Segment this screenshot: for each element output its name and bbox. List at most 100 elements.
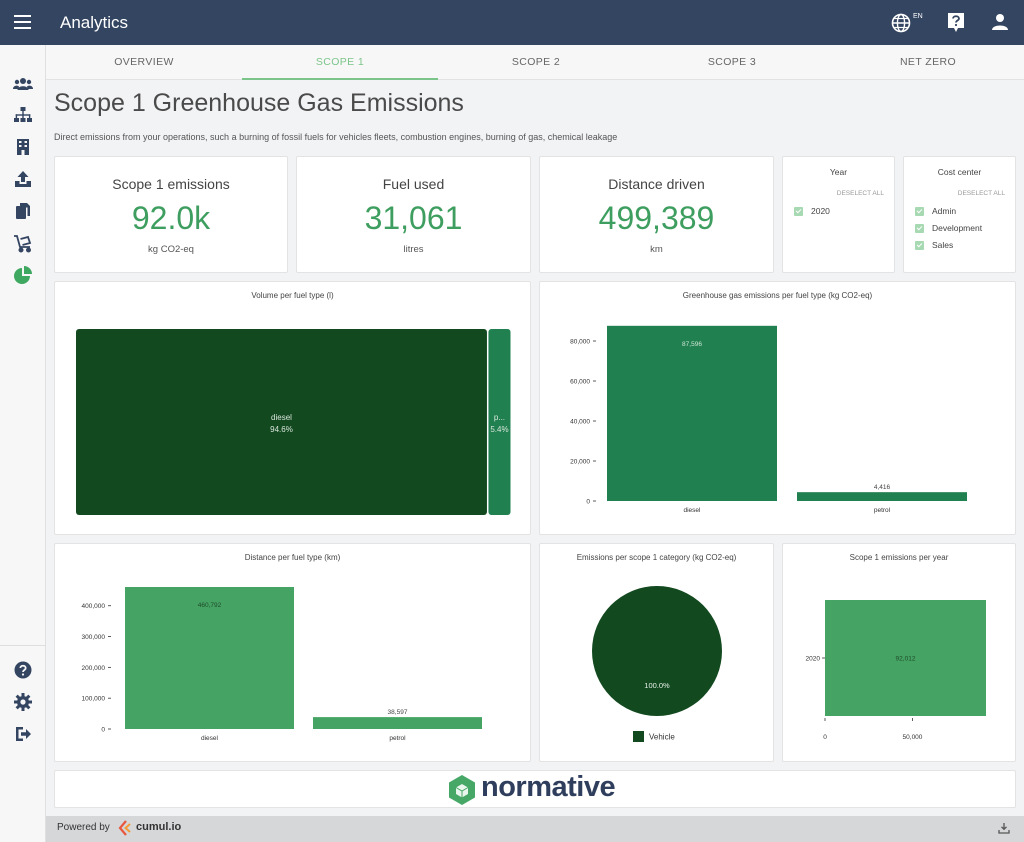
x-tick-label: petrol [874,507,891,514]
y-tick-label: 300,000 [82,634,106,641]
x-tick-label: petrol [389,735,406,742]
kpi-title: Fuel used [382,176,445,192]
chart-title: Distance per fuel type (km) [244,553,341,562]
menu-icon[interactable] [14,15,31,29]
kpi-value: 92.0k [131,200,211,236]
app-title: Analytics [60,13,129,32]
page-description: Direct emissions from your operations, s… [54,132,618,142]
x-tick-label: 0 [823,734,827,741]
cost-center-filter: Cost center DESELECT ALL Admin Developme… [903,156,1016,273]
tab-scope-2[interactable]: SCOPE 2 [511,56,561,68]
pie-chart-icon[interactable] [13,265,33,285]
building-icon[interactable] [13,137,33,157]
x-tick-label: diesel [684,507,702,514]
brand-card: normative [54,770,1016,808]
ghg-per-fuel-chart: Greenhouse gas emissions per fuel type (… [539,281,1016,535]
chart-title: Scope 1 emissions per year [849,553,949,562]
kpi-title: Scope 1 emissions [112,176,230,192]
treemap-tile [488,329,511,515]
kpi-value: 499,389 [598,200,715,236]
y-tick-label: 400,000 [82,603,106,610]
deselect-all-button[interactable]: DESELECT ALL [836,190,884,197]
checkbox-checked-icon[interactable] [794,207,803,216]
y-tick-label: 2020 [806,656,821,663]
bar-value-label: 38,597 [388,709,408,716]
users-icon[interactable] [13,74,33,94]
treemap-share-label: 5.4% [490,425,508,434]
bar-chart-svg: 0 20,000 40,000 60,000 80,000 87,596 diesel 4,4… [570,325,967,514]
treemap-label: diesel [271,413,292,422]
tab-scope-1[interactable]: SCOPE 1 [242,45,438,80]
kpi-title: Distance driven [608,176,705,192]
top-bar: Analytics EN [0,0,1024,45]
kpi-value: 31,061 [364,200,463,236]
kpi-unit: kg CO2-eq [148,244,194,255]
deselect-all-button[interactable]: DESELECT ALL [957,190,1005,197]
language-button[interactable]: EN [890,11,924,35]
documents-icon[interactable] [13,201,33,221]
page-title: Scope 1 Greenhouse Gas Emissions [54,89,464,117]
help-circle-icon[interactable] [13,660,33,680]
x-tick-label: 50,000 [903,734,923,741]
checkbox-checked-icon[interactable] [915,224,924,233]
cumulio-logo-icon [118,820,131,836]
pie-chart-svg: 100.0% Vehicle [592,586,722,742]
kpi-unit: km [650,244,663,255]
download-icon[interactable] [998,822,1010,834]
legend-swatch [633,731,644,742]
chart-title: Volume per fuel type (l) [251,291,334,300]
sidebar [0,45,46,842]
filter-title: Year [829,167,848,177]
bar-value-label: 460,792 [198,602,222,609]
bar [825,600,986,716]
filter-option-label: Sales [932,240,954,250]
bar [125,587,294,729]
footer: Powered by cumul.io [46,816,1024,842]
sidebar-divider [0,645,46,646]
logout-icon[interactable] [13,724,33,744]
filter-title: Cost center [937,167,982,177]
language-code: EN [913,13,923,20]
bar-value-label: 92,012 [896,656,916,663]
tab-net-zero[interactable]: NET ZERO [899,56,957,68]
filter-option-label: Development [932,223,983,233]
kpi-unit: litres [403,244,424,255]
checkbox-checked-icon[interactable] [915,241,924,250]
tab-bar: OVERVIEW SCOPE 1 SCOPE 2 SCOPE 3 NET ZER… [46,45,1024,80]
gear-icon[interactable] [13,692,33,712]
kpi-card-scope1-emissions: Scope 1 emissions 92.0k kg CO2-eq [54,156,288,273]
checkbox-checked-icon[interactable] [915,207,924,216]
filter-option-label: Admin [932,206,957,216]
brand-name: normative [481,771,616,803]
chart-title: Greenhouse gas emissions per fuel type (… [682,291,873,300]
legend-label: Vehicle [649,733,675,742]
user-icon[interactable] [991,13,1009,31]
kpi-card-distance-driven: Distance driven 499,389 km [539,156,774,273]
provider-name: cumul.io [136,821,182,833]
y-tick-label: 60,000 [570,379,590,386]
tab-scope-3[interactable]: SCOPE 3 [707,56,757,68]
help-icon[interactable] [947,12,965,33]
bar-value-label: 4,416 [874,484,891,491]
powered-by-label: Powered by [57,822,110,833]
cart-icon[interactable] [13,233,33,253]
filter-option-label: 2020 [811,206,830,216]
kpi-card-fuel-used: Fuel used 31,061 litres [296,156,531,273]
org-chart-icon[interactable] [13,105,33,125]
upload-icon[interactable] [13,169,33,189]
y-tick-label: 40,000 [570,419,590,426]
y-tick-label: 0 [586,499,590,506]
bar-chart-svg: 92,012 2020 0 50,000 [806,600,986,741]
treemap-tile [76,329,487,515]
emissions-category-chart: Emissions per scope 1 category (kg CO2-e… [539,543,774,762]
y-tick-label: 200,000 [82,665,106,672]
pie-slice [592,586,722,716]
bar [607,325,777,501]
tab-overview[interactable]: OVERVIEW [114,56,174,68]
y-tick-label: 0 [101,727,105,734]
chart-title: Emissions per scope 1 category (kg CO2-e… [576,553,737,562]
normative-logo-icon [449,775,475,805]
bar-value-label: 87,596 [682,341,702,348]
y-tick-label: 20,000 [570,459,590,466]
bar [313,717,482,729]
